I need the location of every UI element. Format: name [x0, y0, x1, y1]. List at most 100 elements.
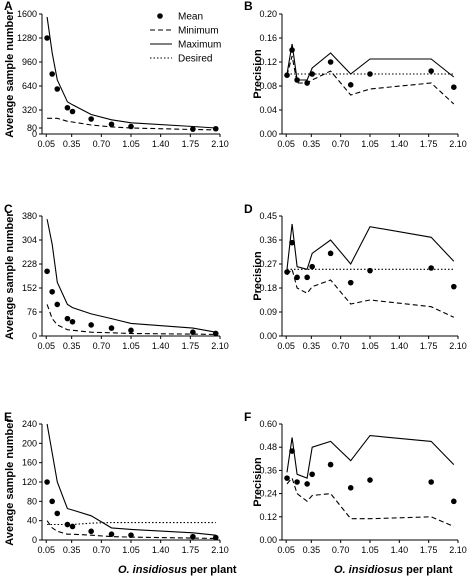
mean-point [294, 274, 300, 281]
mean-point [88, 322, 94, 328]
x-tick-label: 1.75 [420, 341, 438, 351]
mean-point [289, 47, 295, 53]
y-tick-label: 0 [32, 331, 37, 341]
y-tick-label: 80 [27, 123, 37, 133]
x-tick-label: 0.70 [93, 545, 111, 555]
y-tick-label: 0 [32, 129, 37, 139]
maximum-line [286, 435, 455, 479]
minimum-line [286, 477, 455, 528]
panel-f: F 0.00 0.12 0.24 0.36 0.48 0.60 0.05 0.35 0.70 1.0… [244, 410, 467, 555]
y-tick-label: 0.00 [259, 129, 277, 139]
mean-point [88, 528, 94, 535]
y-tick-label: 0.00 [259, 535, 277, 545]
y-tick-label: 0.00 [259, 331, 277, 341]
y-axis-label: Average sample number [4, 418, 16, 546]
panel-e: E 0 40 80 120 160 200 240 0.05 0.35 0.70 1.05 1.40 1.… [4, 410, 229, 555]
x-tick-label: 0.05 [277, 341, 295, 351]
y-axis-label: Precision [252, 49, 264, 99]
y-tick-label: 160 [22, 458, 37, 468]
mean-point [428, 265, 434, 271]
y-axis-label: Precision [252, 251, 264, 301]
mean-point [54, 86, 61, 92]
mean-point [347, 279, 354, 286]
x-tick-label: 0.70 [332, 139, 350, 149]
y-tick-label: 0.09 [259, 307, 277, 317]
y-tick-label: 0.60 [259, 419, 277, 429]
maximum-line [46, 423, 216, 536]
x-axis-label-left: O. insidiosus per plant [118, 564, 237, 576]
panel-a: A 080 320 640 960 1280 1600 0.05 0.35 0.70 1.05 1.4… [4, 0, 229, 149]
legend-marker-mean [157, 13, 163, 19]
y-tick-label: 304 [22, 235, 37, 245]
x-tick-label: 0.05 [37, 545, 55, 555]
y-tick-label: 0.18 [259, 283, 277, 293]
x-tick-label: 1.05 [122, 341, 140, 351]
x-tick-label: 0.35 [63, 341, 81, 351]
panel-letter: A [4, 0, 13, 13]
y-axis-label: Average sample number [4, 10, 16, 138]
panel-letter: B [244, 0, 253, 13]
y-tick-label: 0.36 [259, 465, 277, 475]
panel-b: B 0.00 0.04 0.08 0.12 0.16 0.20 0.05 0.35 0.70 1.0… [244, 0, 467, 149]
mean-point [108, 121, 115, 128]
x-tick-label: 1.75 [182, 545, 200, 555]
y-tick-label: 1600 [17, 9, 37, 19]
legend-label-desired: Desired [178, 54, 212, 65]
minimum-line [286, 268, 455, 318]
x-tick-label: 1.40 [152, 341, 170, 351]
mean-point [69, 523, 76, 530]
mean-point [367, 267, 373, 274]
minimum-line [46, 304, 216, 335]
mean-point [88, 116, 94, 122]
mean-point [49, 71, 55, 77]
x-tick-label: 0.35 [63, 139, 81, 149]
y-tick-label: 1280 [17, 33, 37, 43]
y-tick-label: 240 [22, 419, 37, 429]
minimum-line [286, 55, 455, 105]
mean-point [327, 250, 334, 257]
mean-point [54, 301, 61, 308]
y-tick-label: 76 [27, 307, 37, 317]
mean-point [64, 315, 71, 322]
x-tick-label: 1.75 [182, 139, 200, 149]
mean-point [451, 283, 457, 290]
y-tick-label: 0.27 [259, 259, 277, 269]
mean-point [304, 274, 310, 281]
mean-point [49, 498, 55, 505]
x-tick-label: 1.05 [122, 545, 140, 555]
mean-point [367, 477, 373, 483]
x-tick-label: 2.10 [211, 545, 229, 555]
mean-point [309, 471, 315, 478]
y-tick-label: 320 [22, 105, 37, 115]
x-tick-label: 1.05 [122, 139, 140, 149]
mean-point [327, 461, 334, 468]
y-tick-label: 0.12 [259, 512, 277, 522]
y-tick-label: 0.04 [259, 105, 277, 115]
mean-point [309, 263, 315, 270]
y-tick-label: 0.48 [259, 442, 277, 452]
panel-letter: D [244, 202, 253, 216]
y-tick-label: 0.20 [259, 9, 277, 19]
y-tick-label: 640 [22, 81, 37, 91]
mean-point [347, 82, 354, 88]
mean-point [128, 327, 134, 334]
minimum-line [47, 117, 216, 131]
y-tick-label: 0.08 [259, 81, 277, 91]
mean-point [347, 485, 354, 491]
panel-c: C 0 76 152 228 304 380 0.05 0.35 0.70 1.05 1.40 1.75… [4, 202, 229, 351]
mean-point [284, 475, 290, 481]
mean-point [64, 104, 71, 111]
y-tick-label: 40 [27, 516, 37, 526]
x-tick-label: 1.40 [391, 139, 409, 149]
mean-point [304, 481, 310, 487]
y-tick-label: 0.36 [259, 235, 277, 245]
x-tick-label: 1.40 [391, 341, 409, 351]
x-tick-label: 0.35 [303, 139, 321, 149]
y-tick-label: 380 [22, 211, 37, 221]
x-tick-label: 1.40 [152, 545, 170, 555]
x-tick-label: 2.10 [449, 139, 467, 149]
x-tick-label: 1.05 [361, 341, 379, 351]
mean-point [451, 84, 457, 90]
y-axis-label: Average sample number [4, 212, 16, 340]
